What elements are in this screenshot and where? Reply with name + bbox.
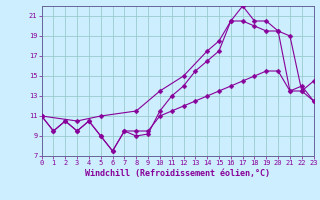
X-axis label: Windchill (Refroidissement éolien,°C): Windchill (Refroidissement éolien,°C) — [85, 169, 270, 178]
